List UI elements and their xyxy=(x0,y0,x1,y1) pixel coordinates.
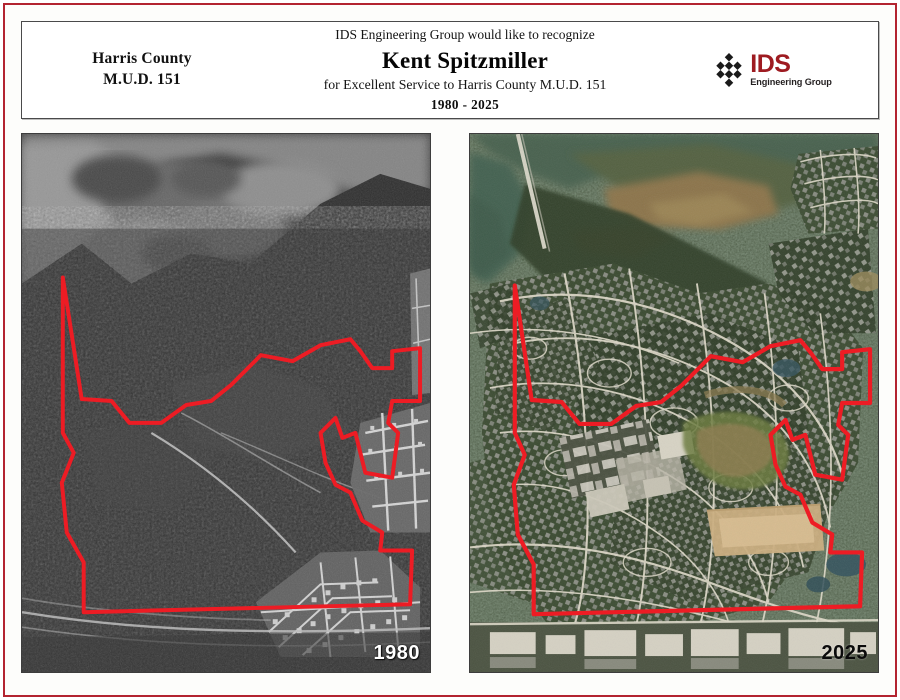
ids-wordmark: IDS xyxy=(750,50,791,79)
header-plaque: Harris County M.U.D. 151 IDS Engineering… xyxy=(21,21,879,119)
district-county-line: Harris County xyxy=(92,50,192,68)
map-comparison-row: 1980 xyxy=(21,133,879,673)
year-label-1980: 1980 xyxy=(373,642,420,664)
aerial-photo-1980 xyxy=(22,134,430,672)
year-label-2025: 2025 xyxy=(821,642,868,664)
ids-diamond-mark-icon xyxy=(716,53,742,87)
recognition-text-block: IDS Engineering Group would like to reco… xyxy=(262,26,668,113)
ids-logo-text: IDS Engineering Group xyxy=(750,52,832,87)
honoree-name: Kent Spitzmiller xyxy=(381,47,549,73)
mud-boundary-2025 xyxy=(511,283,873,617)
district-title-block: Harris County M.U.D. 151 xyxy=(22,49,262,91)
service-description-line: for Excellent Service to Harris County M… xyxy=(323,77,607,93)
recognition-intro-line: IDS Engineering Group would like to reco… xyxy=(335,27,595,43)
map-panel-1980[interactable]: 1980 xyxy=(21,133,431,673)
district-mud-line: M.U.D. 151 xyxy=(103,71,181,88)
ids-tagline: Engineering Group xyxy=(750,77,832,88)
mud-boundary-1980 xyxy=(59,275,423,615)
satellite-photo-2025 xyxy=(470,134,878,672)
map-panel-2025[interactable]: 2025 xyxy=(469,133,879,673)
service-years-line: 1980 - 2025 xyxy=(430,96,500,112)
ids-logo: IDS Engineering Group xyxy=(668,52,878,87)
